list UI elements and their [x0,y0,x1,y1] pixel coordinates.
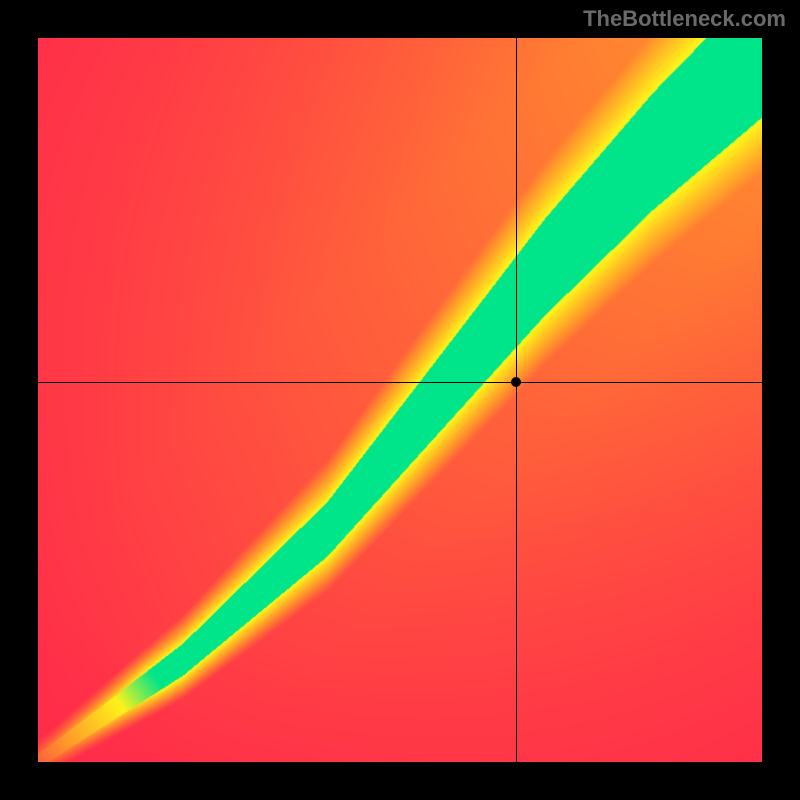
crosshair-marker [511,377,521,387]
heatmap-canvas [38,38,762,762]
plot-area [38,38,762,762]
crosshair-horizontal [38,382,762,383]
watermark-text: TheBottleneck.com [583,6,786,32]
crosshair-vertical [516,38,517,762]
